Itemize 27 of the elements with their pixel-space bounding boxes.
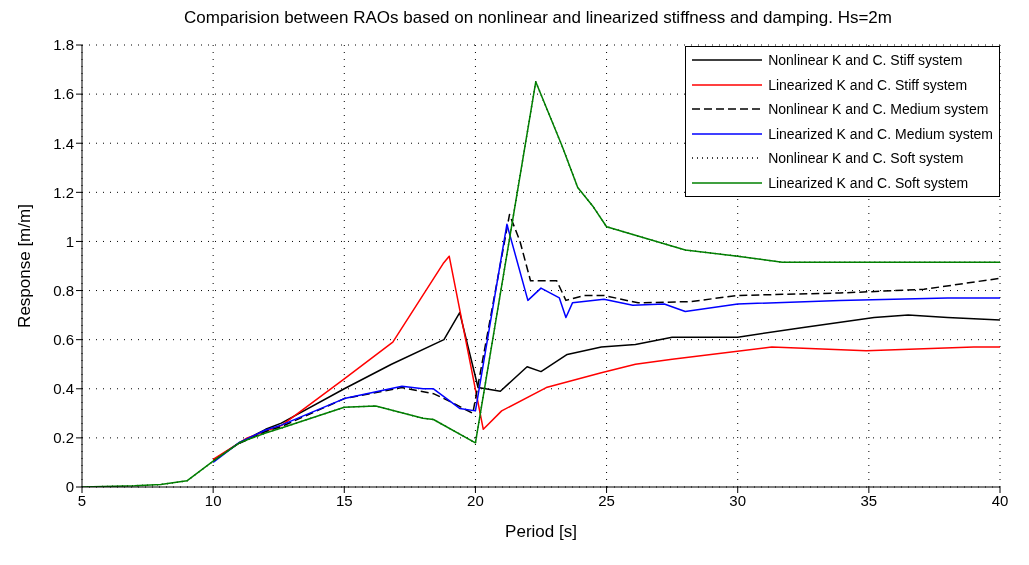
x-tick-label: 10 (204, 491, 222, 509)
y-tick-label: 1.4 (53, 134, 74, 152)
legend-label: Linearized K and C. Stiff system (768, 76, 968, 93)
legend-label: Nonlinear K and C. Stiff system (768, 52, 963, 69)
y-axis-title: Response [m/m] (15, 204, 35, 328)
x-axis-title: Period [s] (505, 522, 577, 541)
x-tick-label: 5 (77, 491, 87, 509)
y-tick-label: 1.8 (53, 36, 74, 54)
y-tick-label: 0 (65, 478, 74, 496)
x-tick-label: 40 (991, 491, 1009, 509)
chart-title: Comparision between RAOs based on nonlinear and linearized stiffness and damping. Hs=2m (183, 8, 893, 28)
x-tick-label: 25 (598, 491, 615, 509)
x-tick-label: 30 (729, 491, 747, 509)
x-tick-label: 35 (860, 491, 878, 509)
y-tick-label: 0.6 (53, 330, 74, 348)
y-tick-label: 0.8 (53, 281, 74, 299)
y-tick-label: 1 (65, 232, 74, 250)
legend-label: Nonlinear K and C. Soft system (768, 150, 964, 167)
y-tick-label: 1.2 (53, 183, 74, 201)
legend-label: Linearized K and C. Soft system (768, 174, 969, 191)
legend-label: Linearized K and C. Medium system (768, 125, 993, 142)
legend-label: Nonlinear K and C. Medium system (768, 101, 989, 118)
y-tick-label: 0.4 (53, 380, 74, 398)
x-tick-label: 20 (467, 491, 484, 509)
x-tick-label: 15 (335, 491, 353, 509)
y-tick-label: 0.2 (53, 429, 74, 447)
y-tick-label: 1.6 (53, 85, 74, 103)
